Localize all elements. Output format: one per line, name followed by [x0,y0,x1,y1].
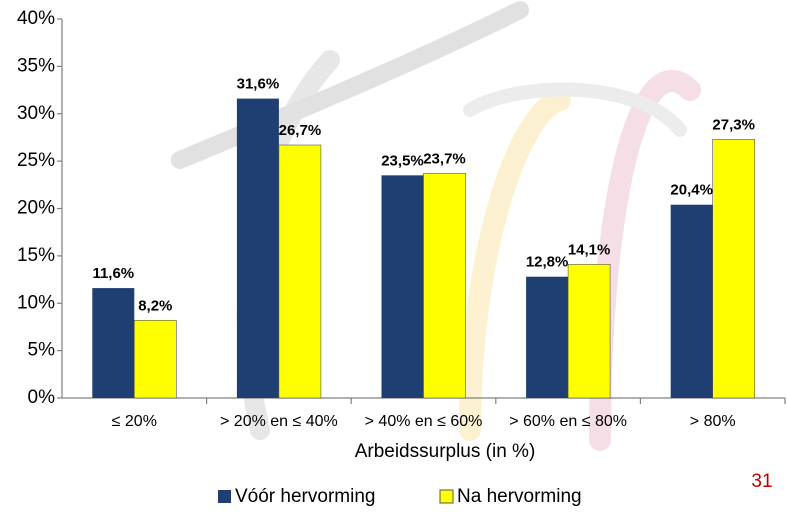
legend-label: Vóór hervorming [235,486,375,507]
legend-swatch [218,490,231,503]
y-tick-label: 30% [17,103,55,124]
bar [526,277,568,398]
value-label: 11,6% [92,265,134,282]
bar [237,99,279,398]
bar [134,320,176,398]
y-tick-label: 5% [28,340,56,361]
x-axis-title: Arbeidssurplus (in %) [355,441,536,462]
y-tick-label: 40% [17,8,55,29]
value-label: 23,7% [423,150,466,167]
bar [279,145,321,398]
x-tick-label: > 60% en ≤ 80% [509,413,627,430]
y-tick-label: 15% [17,245,55,266]
y-tick-label: 20% [17,198,55,219]
y-tick-label: 35% [17,55,55,76]
chart: Arbeidssurplus (in %) 31 0% 5% 10% 15% 20% 25… [0,0,787,518]
bar [424,173,466,398]
value-label: 23,5% [381,152,424,169]
value-label: 20,4% [670,182,713,199]
y-tick-label: 25% [17,150,55,171]
page-number: 31 [751,471,772,492]
x-tick-label: > 80% [690,413,736,430]
bar [713,139,755,398]
value-label: 14,1% [568,241,611,258]
x-tick-label: > 40% en ≤ 60% [365,413,483,430]
value-label: 12,8% [526,254,569,271]
value-label: 27,3% [712,116,755,133]
y-tick-label: 0% [28,387,56,408]
value-label: 26,7% [279,122,322,139]
legend-label: Na hervorming [457,486,582,507]
value-label: 8,2% [138,297,172,314]
legend-swatch [440,490,453,503]
x-tick-label: > 20% en ≤ 40% [220,413,338,430]
bar [671,205,713,398]
bar [92,288,134,398]
x-tick-label: ≤ 20% [112,413,157,430]
value-label: 31,6% [237,76,280,93]
bar [568,264,610,398]
bar [382,175,424,398]
y-tick-label: 10% [17,292,55,313]
